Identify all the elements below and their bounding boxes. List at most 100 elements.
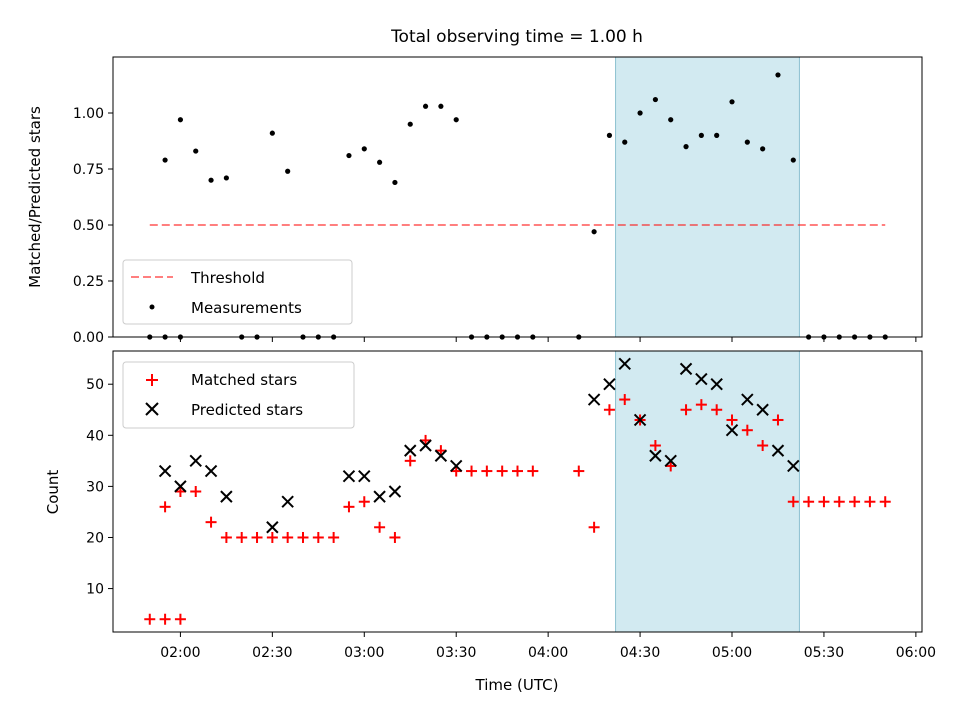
predicted-point-b — [771, 444, 785, 457]
x-tick-label: 05:30 — [804, 645, 844, 661]
matched-point — [603, 404, 615, 416]
measurement-point — [637, 110, 643, 116]
predicted-point-b — [388, 485, 402, 498]
matched-point — [435, 445, 447, 457]
chart-title: Total observing time = 1.00 h — [390, 27, 643, 47]
matched-point — [665, 460, 677, 472]
matched-point — [726, 414, 738, 426]
predicted-point-b — [189, 454, 202, 468]
legend-predicted-swatch — [145, 402, 159, 416]
predicted-point — [373, 490, 386, 503]
measurement-point — [223, 175, 229, 181]
measurement-point — [453, 117, 459, 123]
predicted-point-b — [404, 444, 417, 457]
matched-point — [282, 531, 294, 543]
matched-point — [864, 496, 876, 508]
measurement-point — [438, 103, 444, 109]
predicted-point — [633, 413, 647, 427]
matched-point — [588, 521, 600, 533]
predicted-point — [695, 372, 708, 386]
predicted-point — [587, 393, 601, 406]
measurement-point — [392, 179, 398, 186]
measurement-point — [208, 177, 214, 183]
top-legend: Threshold Measurements — [122, 259, 353, 325]
matched-point — [328, 531, 340, 543]
matched-point — [496, 465, 508, 477]
x-tick-label: 04:00 — [528, 645, 568, 661]
predicted-point-b — [358, 469, 371, 483]
matched-point — [879, 496, 891, 508]
x-tick-label: 04:30 — [620, 645, 660, 661]
highlight-span — [615, 350, 800, 633]
matched-point — [619, 394, 631, 406]
bottom-legend: Matched stars Predicted stars — [122, 361, 355, 429]
predicted-point — [388, 485, 402, 498]
measurement-point — [377, 159, 383, 165]
measurement-point — [285, 168, 291, 174]
predicted-point-b — [419, 439, 432, 452]
matched-point — [159, 613, 171, 625]
predicted-point-b — [373, 490, 386, 503]
legend-predicted-label: Predicted stars — [191, 401, 303, 419]
predicted-point-b — [266, 521, 279, 534]
matched-point — [389, 531, 401, 543]
predicted-point — [603, 378, 616, 391]
predicted-point — [158, 464, 172, 478]
predicted-point-b — [158, 464, 172, 478]
legend-matched-label: Matched stars — [191, 371, 297, 389]
x-tick-label: 03:00 — [344, 645, 384, 661]
predicted-point-b — [342, 469, 356, 483]
legend-matched-swatch — [146, 374, 158, 386]
predicted-point-b — [450, 459, 463, 473]
predicted-point-b — [787, 459, 800, 473]
measurement-point — [193, 148, 199, 154]
matched-point — [573, 465, 585, 477]
x-tick-label: 02:30 — [252, 645, 292, 661]
matched-point — [527, 465, 539, 477]
measurement-point — [760, 146, 766, 152]
matched-point — [849, 496, 861, 508]
matched-point — [833, 496, 845, 508]
measurement-point — [622, 139, 628, 145]
predicted-point — [419, 439, 432, 452]
bottom-plot: 10 20 30 40 50 02:00 02:30 03:00 03:30 04:00 04:3… — [44, 350, 936, 694]
measurement-point — [422, 103, 429, 109]
measurement-point — [177, 117, 184, 123]
y-tick-label: 0.00 — [73, 330, 104, 346]
predicted-point — [281, 495, 294, 508]
y-tick-label: 30 — [86, 479, 104, 495]
predicted-point-b — [649, 449, 662, 462]
matched-point — [787, 496, 799, 508]
bottom-y-axis-label: Count — [44, 470, 62, 515]
measurement-point — [714, 132, 720, 138]
matched-point — [803, 496, 815, 508]
legend-measurements-label: Measurements — [191, 299, 302, 317]
predicted-point — [725, 423, 739, 437]
matched-point — [374, 521, 386, 533]
predicted-point — [756, 403, 769, 416]
predicted-point-b — [725, 423, 739, 437]
bottom-plot-frame — [112, 350, 923, 633]
predicted-point-b — [679, 362, 693, 376]
matched-point — [680, 404, 692, 416]
measurement-point — [790, 157, 796, 163]
predicted-point — [358, 469, 371, 483]
y-tick-label: 50 — [86, 377, 104, 393]
measurement-point — [591, 229, 597, 235]
predicted-point — [787, 459, 800, 473]
matched-point — [772, 414, 784, 426]
x-tick-label: 02:00 — [160, 645, 200, 661]
matched-point — [236, 531, 248, 543]
matched-point — [343, 501, 355, 513]
matched-point — [741, 424, 753, 436]
matched-point — [144, 613, 156, 625]
predicted-point — [434, 449, 448, 462]
y-tick-label: 40 — [86, 428, 104, 444]
highlight-span — [615, 56, 800, 338]
x-tick-label: 03:30 — [436, 645, 476, 661]
predicted-point-b — [204, 464, 218, 478]
x-tick-label: 06:00 — [896, 645, 936, 661]
y-tick-label: 0.50 — [73, 218, 104, 234]
matched-point — [190, 486, 202, 497]
matched-point — [481, 465, 493, 477]
